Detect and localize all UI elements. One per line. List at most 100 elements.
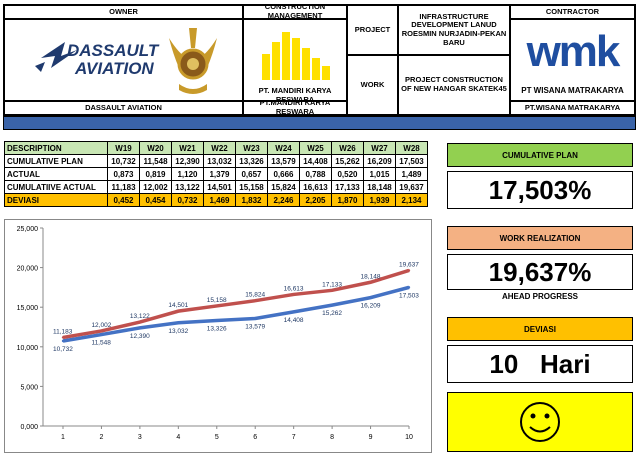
plan-data-point [100,333,103,336]
actual-data-point [177,309,180,313]
plan-data-point [407,286,411,289]
y-tick-label: 0,000 [20,424,38,431]
table-cell: 15,158 [235,180,268,194]
table-cell: 15,824 [267,180,300,194]
table-row: CUMULATIIVE ACTUAL 11,183 12,002 13,122 … [4,180,428,194]
actual-data-label: 15,158 [207,297,227,304]
row-label: CUMULATIVE PLAN [4,154,108,168]
plan-data-label: 10,732 [53,346,73,353]
plan-data-label: 16,209 [361,303,381,310]
cumulative-plan-title: CUMULATIVE PLAN [447,143,633,167]
deviasi-days-value: 10 Hari [447,345,633,383]
table-cell: 2,246 [267,193,300,207]
table-cell: 13,122 [171,180,204,194]
project-header: OWNER CONSTRUCTION MANAGEMENT PROJECT IN… [3,3,636,116]
work-realization-title: WORK REALIZATION [447,226,633,250]
owner-logo-text-1: DASSAULT [67,41,159,60]
plan-data-point [61,339,65,343]
y-tick-label: 5,000 [20,384,38,391]
table-cell: 13,032 [203,154,236,168]
project-label: PROJECT [347,5,398,55]
actual-data-label: 15,824 [245,292,265,299]
actual-data-point [215,304,218,308]
work-realization-value: 19,637% [447,254,633,290]
air-force-emblem-icon [169,28,217,94]
plan-data-point [292,310,295,314]
table-cell: 2,205 [299,193,332,207]
table-column-header: W24 [267,141,300,155]
table-cell: 13,579 [267,154,300,168]
actual-data-label: 14,501 [168,302,188,309]
cm-logo-text: PT. MANDIRI KARYA RESWARA [258,86,332,104]
actual-data-label: 12,002 [91,322,111,329]
x-tick-label: 6 [253,434,257,441]
wmk-logo-icon: wmk [526,27,621,76]
x-tick-label: 9 [369,434,373,441]
x-tick-label: 1 [61,434,65,441]
plan-data-label: 14,408 [284,317,304,324]
y-tick-label: 20,000 [17,266,39,273]
progress-status-label: AHEAD PROGRESS [501,292,578,301]
project-value: INFRASTRUCTURE DEVELOPMENT LANUD ROESMIN… [398,5,510,55]
plan-data-label: 17,503 [399,292,419,299]
table-cell: 17,133 [331,180,364,194]
plan-data-label: 13,579 [245,323,265,330]
status-smiley-panel [447,392,633,452]
table-cell: 14,501 [203,180,236,194]
row-label: DEVIASI [4,193,108,207]
plan-data-point [138,326,142,330]
table-cell: 1,870 [331,193,364,207]
contractor-logo-area: wmk PT WISANA MATRAKARYA [510,19,635,101]
table-cell: 14,408 [299,154,332,168]
x-tick-label: 10 [405,434,413,441]
plan-data-point [254,317,257,320]
table-cell: 0,452 [107,193,140,207]
table-cell: 0,788 [299,167,332,181]
actual-data-point [407,269,411,272]
x-tick-label: 5 [215,434,219,441]
table-row: ACTUAL 0,873 0,819 1,120 1,379 0,657 0,6… [4,167,428,181]
table-cell: 0,657 [235,167,268,181]
table-column-header: W25 [299,141,332,155]
table-cell: 0,520 [331,167,364,181]
table-cell: 0,819 [139,167,172,181]
table-cell: 13,326 [235,154,268,168]
x-tick-label: 7 [292,434,296,441]
x-tick-label: 2 [99,434,103,441]
cm-logo-area: PT. MANDIRI KARYA RESWARA [243,19,347,104]
y-tick-label: 25,000 [17,226,39,233]
table-cell: 0,666 [267,167,300,181]
table-column-header: W27 [363,141,396,155]
x-tick-label: 4 [176,434,180,441]
progress-chart: 0,000 5,000 10,000 15,000 20,000 25,000 1 2 3 4 5 6… [4,219,432,453]
actual-data-label: 11,183 [53,328,73,335]
table-cell: 1,489 [395,167,428,181]
plan-data-label: 15,262 [322,310,342,317]
table-header-row: DESCRIPTION W19 W20 W21 W22 W23 W24 W25 … [4,141,428,155]
plan-series-line [62,285,410,343]
work-value: PROJECT CONSTRUCTION OF NEW HANGAR SKATE… [398,55,510,115]
owner-name: DASSAULT AVIATION [4,101,243,115]
table-cell: 0,732 [171,193,204,207]
x-tick-label: 8 [330,434,334,441]
table-cell: 11,548 [139,154,172,168]
actual-data-point [61,336,65,339]
table-cell: 16,613 [299,180,332,194]
actual-data-label: 17,133 [322,281,342,288]
y-tick-label: 15,000 [17,305,39,312]
plan-data-point [369,296,372,299]
row-label: CUMULATIIVE ACTUAL [4,180,108,194]
table-cell: 15,262 [331,154,364,168]
actual-data-point [100,329,103,333]
owner-logo-area: DASSAULT AVIATION [4,19,243,101]
deviasi-title: DEVIASI [447,317,633,341]
table-cell: 12,002 [139,180,172,194]
actual-data-point [138,320,142,324]
work-label: WORK [347,55,398,115]
mkr-buildings-logo-icon [262,32,330,80]
owner-title: OWNER [4,5,243,19]
table-cell: 12,390 [171,154,204,168]
cumulative-plan-value: 17,503% [447,171,633,209]
table-cell: 19,637 [395,180,428,194]
table-column-header: W22 [203,141,236,155]
